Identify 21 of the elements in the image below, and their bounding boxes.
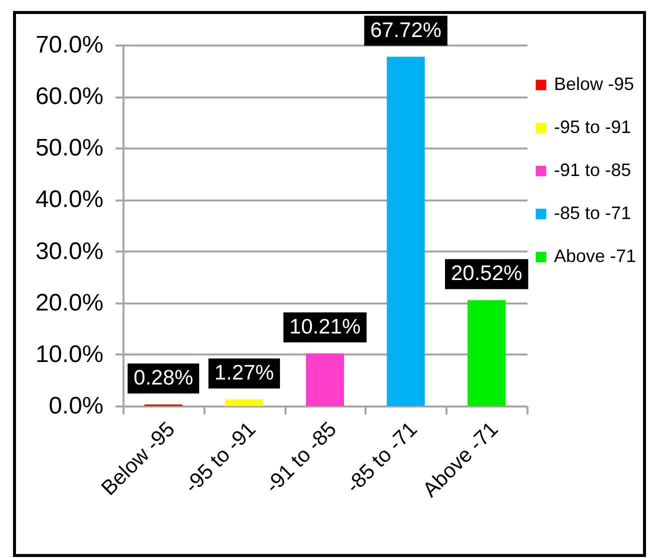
y-tick-label: 30.0%: [35, 238, 104, 265]
y-tick-label: 40.0%: [35, 186, 104, 214]
y-tick-label: 20.0%: [35, 289, 104, 316]
legend-label: -95 to -91: [554, 117, 632, 137]
data-label: 20.52%: [450, 262, 522, 286]
y-tick-label: 10.0%: [35, 340, 104, 368]
y-tick-label: 50.0%: [35, 134, 104, 162]
legend-label: -91 to -85: [554, 160, 632, 180]
legend-label: Below -95: [554, 74, 634, 94]
legend-label: Above -71: [554, 246, 636, 266]
legend-label: -85 to -71: [554, 203, 632, 223]
y-tick-label: 70.0%: [35, 32, 104, 58]
y-tick-label: 60.0%: [35, 83, 104, 110]
data-label: 0.28%: [134, 366, 194, 390]
data-label: 1.27%: [214, 361, 274, 384]
data-label: 10.21%: [289, 315, 361, 338]
y-tick-label: 0.0%: [48, 392, 104, 420]
x-tick-label: -85 to -71: [342, 418, 422, 498]
x-tick-label: -91 to -85: [261, 418, 342, 498]
data-label: 67.72%: [370, 18, 442, 42]
x-tick-label: -95 to -91: [180, 418, 260, 498]
